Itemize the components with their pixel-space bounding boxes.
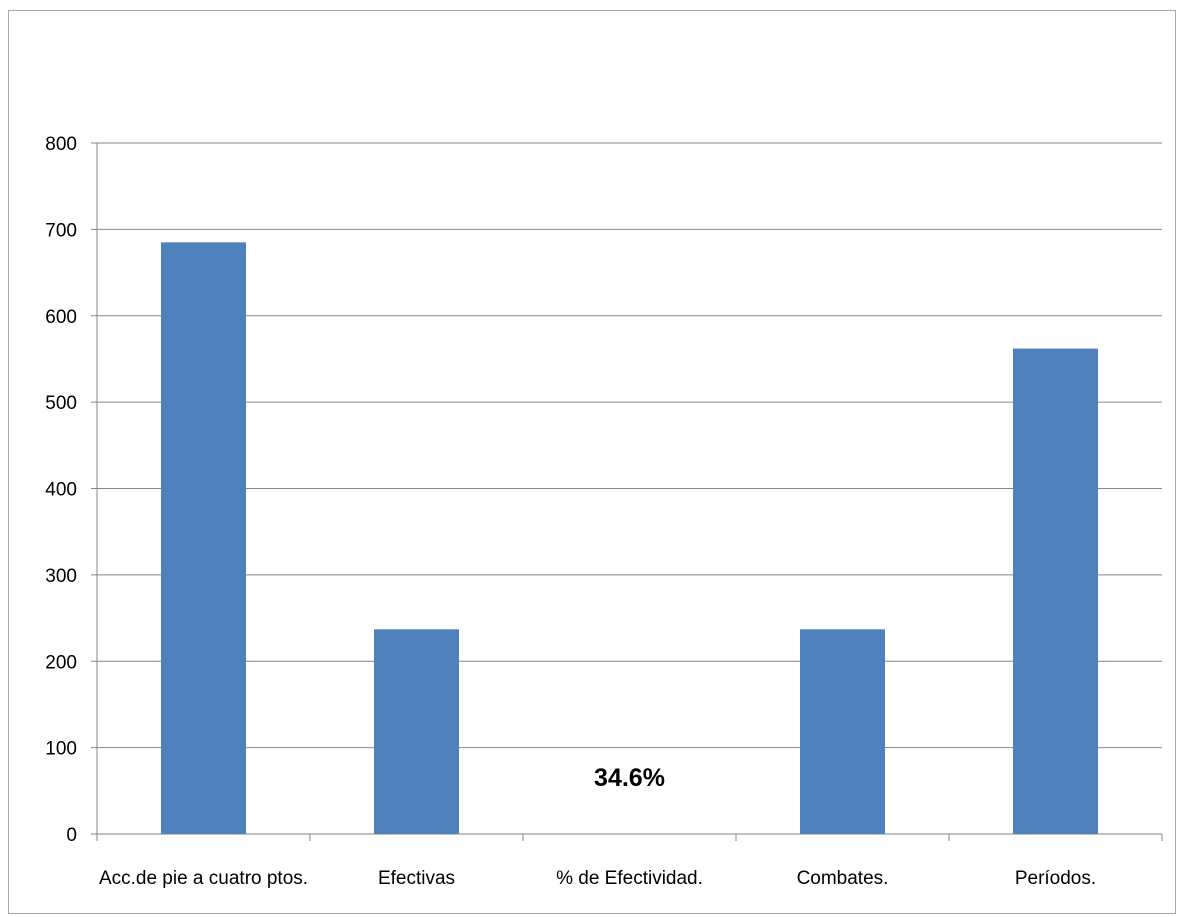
y-tick-label: 300 [45, 566, 77, 587]
y-tick-labels: 0 100 200 300 400 500 600 700 800 [45, 134, 77, 846]
gridlines [97, 142, 1162, 749]
x-tick-labels: Acc.de pie a cuatro ptos. Efectivas % de E… [99, 868, 1096, 889]
y-tick-label: 700 [45, 220, 77, 241]
bar [374, 629, 459, 834]
x-tick-label: Efectivas [378, 868, 455, 889]
bar [1013, 348, 1098, 834]
x-tick-label: Acc.de pie a cuatro ptos. [99, 868, 308, 889]
y-tick-label: 500 [45, 393, 77, 414]
y-tick-label: 600 [45, 307, 77, 328]
y-tick-label: 100 [45, 739, 77, 760]
x-tick-label: Combates. [797, 868, 889, 889]
axes [91, 142, 1163, 841]
y-tick-label: 400 [45, 480, 77, 501]
x-tick-label: % de Efectividad. [556, 868, 703, 889]
data-labels: 34.6% [594, 764, 665, 792]
bars [161, 242, 1098, 835]
bar [800, 629, 885, 834]
x-tick-label: Períodos. [1015, 868, 1096, 889]
y-tick-label: 800 [45, 134, 77, 155]
data-label: 34.6% [594, 764, 665, 792]
y-tick-label: 0 [66, 825, 77, 846]
y-tick-label: 200 [45, 652, 77, 673]
bar [161, 242, 246, 835]
